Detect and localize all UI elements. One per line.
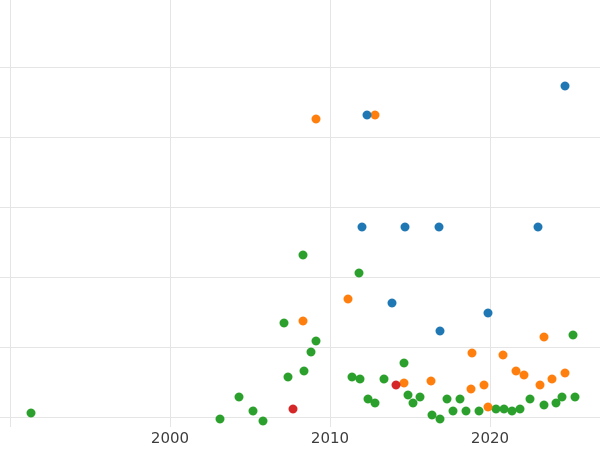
scatter-point-green bbox=[399, 358, 409, 368]
scatter-point-green bbox=[557, 392, 567, 402]
scatter-point-green bbox=[370, 398, 380, 408]
gridline-vertical bbox=[170, 0, 171, 427]
scatter-point-green bbox=[215, 414, 225, 424]
scatter-point-orange bbox=[370, 110, 380, 120]
scatter-point-green bbox=[26, 408, 36, 418]
scatter-point-blue bbox=[434, 222, 444, 232]
scatter-point-green bbox=[311, 336, 321, 346]
gridline-horizontal bbox=[0, 346, 600, 348]
scatter-point-green bbox=[298, 250, 308, 260]
scatter-point-orange bbox=[483, 402, 493, 412]
gridline-vertical bbox=[490, 0, 491, 427]
scatter-point-green bbox=[354, 268, 364, 278]
scatter-point-blue bbox=[435, 326, 445, 336]
scatter-point-orange bbox=[519, 370, 529, 380]
x-tick-label: 2010 bbox=[310, 429, 350, 447]
scatter-point-green bbox=[539, 400, 549, 410]
scatter-point-blue bbox=[483, 308, 493, 318]
scatter-point-green bbox=[570, 392, 580, 402]
scatter-point-blue bbox=[362, 110, 372, 120]
scatter-point-green bbox=[234, 392, 244, 402]
scatter-point-green bbox=[435, 414, 445, 424]
scatter-point-red bbox=[391, 380, 401, 390]
scatter-point-green bbox=[279, 318, 289, 328]
gridline-horizontal bbox=[0, 276, 600, 278]
scatter-point-green bbox=[491, 404, 501, 414]
scatter-point-blue bbox=[357, 222, 367, 232]
scatter-point-green bbox=[568, 330, 578, 340]
scatter-point-orange bbox=[511, 366, 521, 376]
scatter-point-blue bbox=[533, 222, 543, 232]
scatter-point-green bbox=[461, 406, 471, 416]
scatter-point-orange bbox=[298, 316, 308, 326]
scatter-point-green bbox=[347, 372, 357, 382]
scatter-point-orange bbox=[479, 380, 489, 390]
gridline-horizontal bbox=[0, 416, 600, 418]
scatter-point-green bbox=[258, 416, 268, 426]
plot-area bbox=[0, 0, 600, 427]
scatter-point-orange bbox=[466, 384, 476, 394]
scatter-point-blue bbox=[387, 298, 397, 308]
scatter-point-orange bbox=[343, 294, 353, 304]
scatter-point-green bbox=[363, 394, 373, 404]
scatter-point-green bbox=[248, 406, 258, 416]
scatter-point-green bbox=[299, 366, 309, 376]
scatter-point-orange bbox=[539, 332, 549, 342]
scatter-point-green bbox=[306, 347, 316, 357]
x-axis-tick-labels: 2000 2010 2020 bbox=[0, 427, 600, 450]
scatter-point-green bbox=[379, 374, 389, 384]
gridline-horizontal bbox=[0, 206, 600, 208]
scatter-point-green bbox=[403, 390, 413, 400]
scatter-point-green bbox=[427, 410, 437, 420]
scatter-point-green bbox=[455, 394, 465, 404]
scatter-point-orange bbox=[467, 348, 477, 358]
scatter-point-green bbox=[499, 404, 509, 414]
scatter-point-red bbox=[288, 404, 298, 414]
scatter-point-green bbox=[355, 374, 365, 384]
scatter-point-orange bbox=[560, 368, 570, 378]
scatter-point-orange bbox=[547, 374, 557, 384]
x-tick-label: 2020 bbox=[470, 429, 510, 447]
gridline-horizontal bbox=[0, 136, 600, 138]
scatter-point-orange bbox=[535, 380, 545, 390]
scatter-point-green bbox=[515, 404, 525, 414]
scatter-point-green bbox=[474, 406, 484, 416]
scatter-point-green bbox=[283, 372, 293, 382]
scatter-point-blue bbox=[400, 222, 410, 232]
gridline-vertical bbox=[330, 0, 331, 427]
scatter-point-green bbox=[551, 398, 561, 408]
x-tick-label: 2000 bbox=[150, 429, 190, 447]
scatter-point-green bbox=[408, 398, 418, 408]
scatter-point-green bbox=[507, 406, 517, 416]
scatter-point-green bbox=[525, 394, 535, 404]
scatter-point-orange bbox=[426, 376, 436, 386]
scatter-point-orange bbox=[498, 350, 508, 360]
scatter-point-green bbox=[415, 392, 425, 402]
scatter-point-orange bbox=[311, 114, 321, 124]
scatter-point-green bbox=[448, 406, 458, 416]
scatter-point-blue bbox=[560, 81, 570, 91]
gridline-horizontal bbox=[0, 66, 600, 68]
scatter-point-orange bbox=[399, 378, 409, 388]
scatter-point-green bbox=[442, 394, 452, 404]
gridline-vertical bbox=[10, 0, 11, 427]
